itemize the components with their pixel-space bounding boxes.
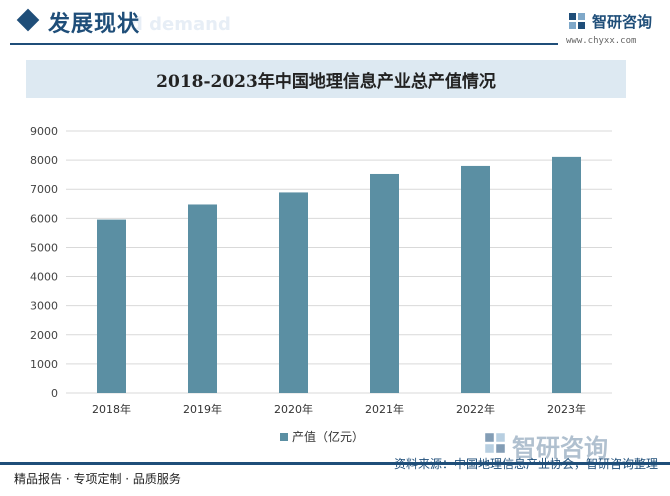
footer-tagline: 精品报告 · 专项定制 · 品质服务	[14, 472, 181, 486]
y-tick-label: 6000	[30, 212, 58, 225]
y-tick-label: 5000	[30, 241, 58, 254]
brand-url: www.chyxx.com	[566, 36, 637, 46]
brand-name: 智研咨询	[592, 13, 653, 31]
y-tick-label: 8000	[30, 154, 58, 167]
bar	[97, 219, 126, 393]
legend-swatch	[280, 433, 288, 441]
x-tick-label: 2022年	[456, 402, 495, 416]
bar	[552, 156, 581, 393]
header-ghost-text: d demand	[130, 14, 231, 35]
page-title: 发展现状	[48, 11, 141, 37]
bar	[370, 173, 399, 393]
header: d demand 发展现状 智研咨询 www.chyxx.com	[0, 0, 670, 48]
chart-title-banner	[26, 60, 626, 98]
x-tick-label: 2020年	[274, 402, 313, 416]
x-tick-label: 2021年	[365, 402, 404, 416]
bar	[188, 204, 217, 393]
bar-chart: 0 1000 2000 3000 4000 5000 6000 7000 8000 9000 201…	[30, 125, 612, 444]
y-tick-label: 4000	[30, 271, 58, 284]
y-tick-label: 2000	[30, 329, 58, 342]
y-tick-label: 1000	[30, 358, 58, 371]
source-note: 资料来源：中国地理信息产业协会，智研咨询整理	[393, 457, 658, 471]
x-tick-label: 2018年	[92, 402, 131, 416]
y-tick-label: 7000	[30, 183, 58, 196]
chart-title: 2018-2023年中国地理信息产业总产值情况	[156, 72, 496, 92]
brand-logo-icon	[569, 13, 585, 29]
y-tick-label: 9000	[30, 125, 58, 138]
bar	[279, 192, 308, 393]
watermark-logo-icon	[485, 433, 505, 453]
watermark-text: 智研咨询	[512, 434, 608, 462]
legend-label: 产值（亿元）	[292, 429, 364, 444]
x-tick-label: 2019年	[183, 402, 222, 416]
bar	[461, 165, 490, 393]
header-divider	[10, 43, 558, 45]
y-tick-label: 3000	[30, 300, 58, 313]
footer-divider	[0, 462, 670, 465]
x-tick-label: 2023年	[547, 402, 586, 416]
y-tick-label: 0	[51, 387, 58, 400]
